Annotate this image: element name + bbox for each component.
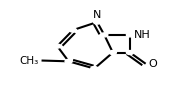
Text: NH: NH: [134, 30, 151, 40]
Circle shape: [54, 44, 61, 48]
Circle shape: [65, 59, 72, 63]
Circle shape: [101, 33, 108, 37]
Circle shape: [69, 28, 77, 32]
Text: O: O: [148, 59, 157, 69]
Circle shape: [126, 51, 134, 54]
Text: N: N: [93, 10, 101, 20]
Circle shape: [91, 67, 98, 71]
Circle shape: [126, 33, 134, 37]
Circle shape: [109, 51, 116, 54]
Circle shape: [94, 20, 101, 24]
Text: CH₃: CH₃: [20, 56, 39, 66]
